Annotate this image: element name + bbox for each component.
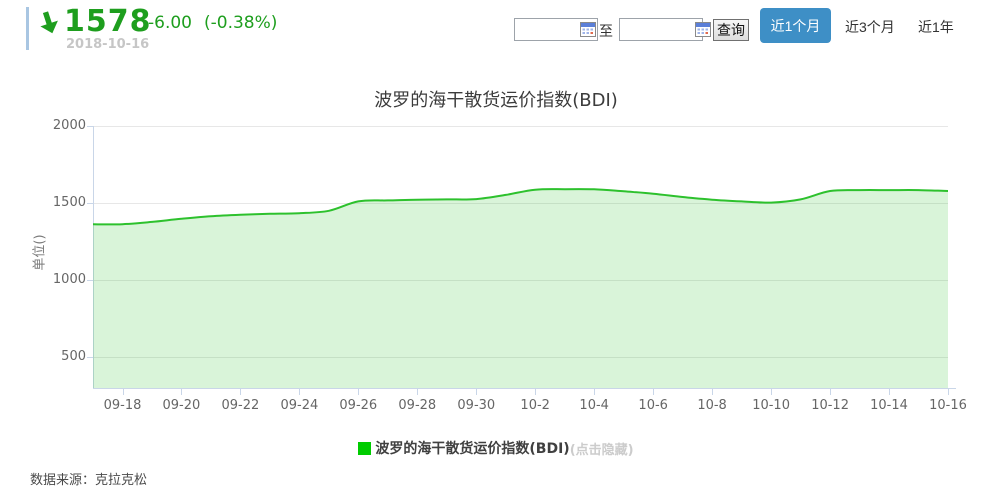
x-tick-mark	[476, 389, 478, 395]
x-tick-mark	[594, 389, 596, 395]
date-range-to-label: 至	[599, 24, 613, 40]
x-tick-label: 09-24	[280, 398, 319, 413]
legend-swatch-icon	[358, 441, 372, 455]
index-change-pct: (-0.38%)	[204, 13, 278, 33]
range-button-3months[interactable]: 近3个月	[845, 19, 895, 35]
range-button-1month[interactable]: 近1个月	[760, 8, 831, 43]
y-tick-label: 1500	[52, 195, 86, 211]
y-axis-line	[93, 126, 94, 389]
x-tick-mark	[181, 389, 183, 395]
legend-click-hide-hint: (点击隐藏)	[569, 442, 634, 458]
gridline	[93, 280, 948, 282]
range-button-1year[interactable]: 近1年	[918, 19, 954, 35]
down-arrow-icon	[40, 11, 58, 34]
x-tick-mark	[948, 389, 949, 395]
y-tick-mark	[87, 280, 93, 282]
x-tick-label: 10-12	[811, 398, 849, 413]
x-tick-label: 10-10	[752, 398, 790, 413]
x-tick-label: 10-14	[870, 398, 908, 413]
gridline	[93, 126, 948, 127]
series-line	[93, 188, 948, 226]
x-tick-mark	[122, 389, 124, 395]
x-tick-mark	[889, 389, 890, 395]
area-fill	[93, 189, 948, 388]
x-tick-mark	[535, 389, 537, 395]
x-tick-mark	[417, 389, 419, 395]
legend-item-bdi[interactable]: 波罗的海干散货运价指数(BDI) (点击隐藏)	[0, 438, 992, 458]
calendar-icon[interactable]	[695, 22, 711, 37]
x-tick-mark	[240, 389, 242, 395]
data-source-note: 数据来源：克拉克松	[30, 473, 148, 488]
x-tick-mark	[299, 389, 301, 395]
y-tick-label: 500	[61, 349, 86, 365]
y-tick-label: 1000	[52, 272, 86, 288]
x-tick-mark	[653, 389, 655, 395]
chart-title: 波罗的海干散货运价指数(BDI)	[374, 90, 618, 111]
date-to-input[interactable]	[619, 18, 703, 41]
gridline	[93, 203, 948, 205]
x-tick-mark	[712, 389, 714, 395]
y-tick-mark	[87, 126, 93, 127]
date-from-input[interactable]	[514, 18, 598, 41]
calendar-icon[interactable]	[580, 22, 596, 37]
index-change: -6.00	[148, 13, 192, 33]
index-date: 2018-10-16	[66, 37, 150, 52]
x-tick-mark	[358, 389, 360, 395]
x-axis-line	[93, 388, 956, 389]
x-tick-label: 09-20	[162, 398, 201, 413]
x-tick-label: 09-28	[398, 398, 437, 413]
index-value: 1578	[64, 4, 152, 39]
x-tick-label: 10-4	[579, 398, 609, 413]
bdi-area-chart-plot[interactable]	[93, 126, 948, 389]
query-button[interactable]: 查询	[713, 19, 749, 41]
y-tick-mark	[87, 357, 93, 359]
x-tick-label: 09-30	[457, 398, 496, 413]
x-tick-label: 10-2	[520, 398, 550, 413]
x-tick-label: 10-6	[638, 398, 668, 413]
y-tick-mark	[87, 203, 93, 205]
legend-label: 波罗的海干散货运价指数(BDI)	[375, 441, 570, 457]
x-tick-mark	[771, 389, 773, 395]
x-tick-label: 10-8	[697, 398, 727, 413]
y-tick-label: 2000	[52, 118, 86, 133]
header-accent-bar	[26, 7, 29, 50]
gridline	[93, 357, 948, 359]
x-tick-label: 10-16	[929, 398, 967, 413]
x-tick-label: 09-22	[221, 398, 260, 413]
x-tick-mark	[830, 389, 832, 395]
x-tick-label: 09-26	[339, 398, 378, 413]
x-tick-label: 09-18	[103, 398, 142, 413]
